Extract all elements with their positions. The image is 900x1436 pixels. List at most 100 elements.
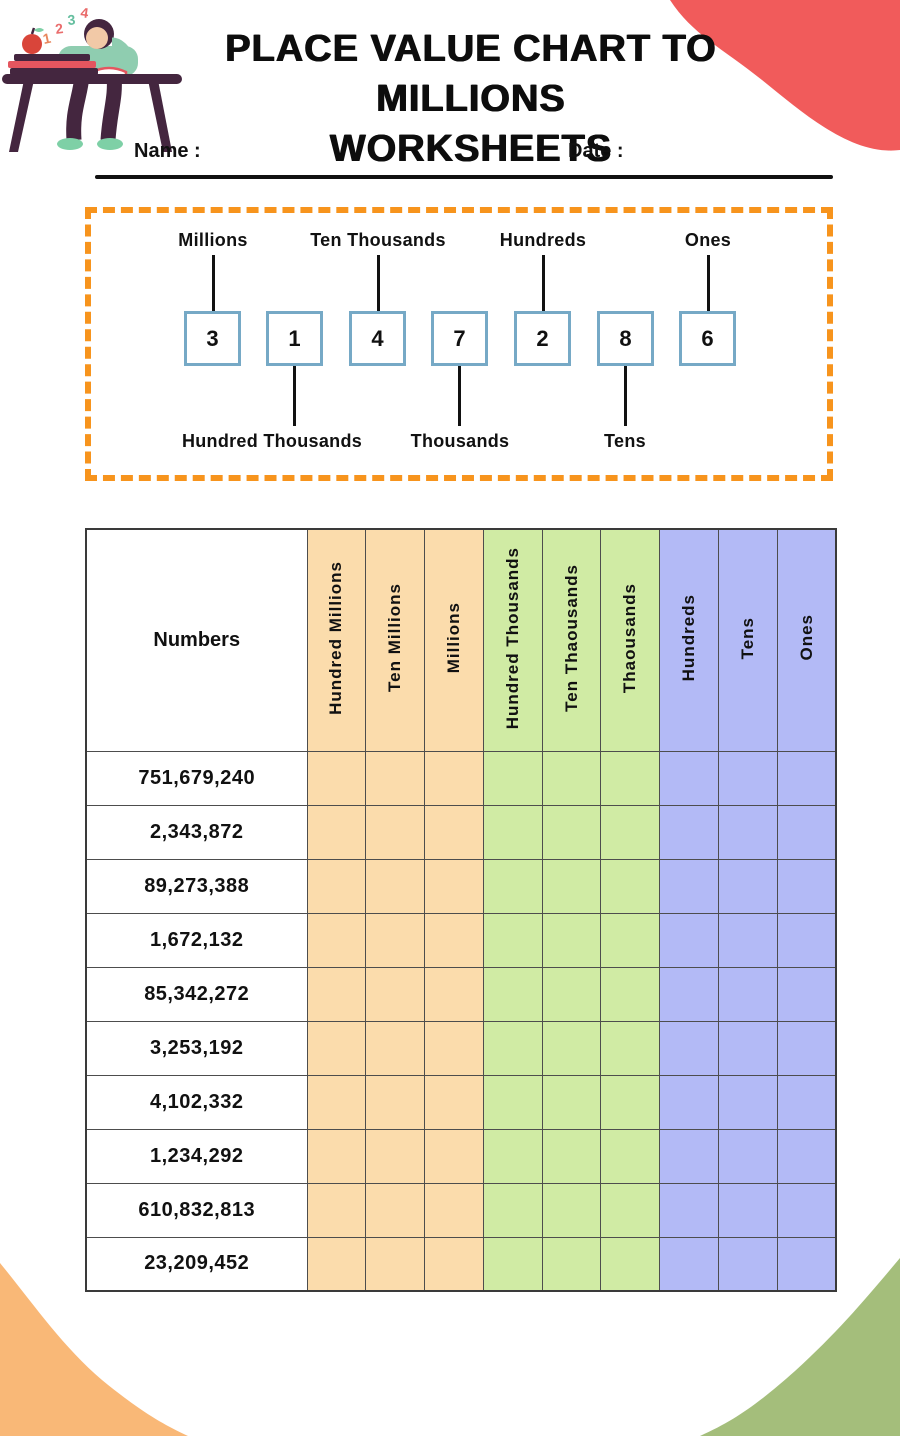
answer-cell — [718, 1236, 778, 1292]
number-cell: 751,679,240 — [85, 750, 308, 806]
desk-top — [2, 74, 182, 84]
connector-line — [293, 366, 296, 426]
column-header-hundreds: Hundreds — [659, 528, 720, 752]
answer-cell — [718, 912, 778, 968]
student-leg — [66, 75, 90, 141]
answer-cell — [541, 1020, 602, 1076]
answer-cell — [306, 1182, 367, 1238]
place-value-table: Numbers Hundred Millions Ten Millions Mi… — [85, 528, 838, 1292]
floating-number-2: 2 — [54, 20, 64, 37]
answer-cell — [306, 750, 367, 806]
column-header-ones: Ones — [776, 528, 837, 752]
answer-cell — [424, 1074, 484, 1130]
answer-cell — [482, 966, 543, 1022]
answer-cell — [424, 1128, 484, 1184]
answer-cell — [659, 804, 720, 860]
answer-cell — [718, 858, 778, 914]
answer-cell — [541, 804, 602, 860]
answer-cell — [306, 966, 367, 1022]
answer-cell — [482, 1236, 543, 1292]
answer-cell — [541, 912, 602, 968]
name-label: Name : — [134, 140, 201, 162]
column-header-hundred-thousands: Hundred Thousands — [482, 528, 543, 752]
answer-cell — [306, 1236, 367, 1292]
table-row: 3,253,192 — [85, 1020, 837, 1076]
answer-cell — [365, 858, 426, 914]
student-hair-fringe — [99, 21, 114, 42]
column-header-numbers: Numbers — [85, 528, 308, 752]
answer-cell — [718, 966, 778, 1022]
answer-cell — [482, 804, 543, 860]
answer-cell — [541, 1074, 602, 1130]
number-cell: 89,273,388 — [85, 858, 308, 914]
answer-cell — [541, 858, 602, 914]
book — [8, 61, 96, 68]
column-header-ten-thousands: Ten Thaousands — [541, 528, 602, 752]
number-cell: 1,672,132 — [85, 912, 308, 968]
number-cell: 3,253,192 — [85, 1020, 308, 1076]
digit-box-ones: 6 — [679, 311, 736, 366]
answer-cell — [659, 750, 720, 806]
table-row: 610,832,813 — [85, 1182, 837, 1238]
top-right-blob — [670, 0, 900, 151]
answer-cell — [659, 1236, 720, 1292]
answer-cell — [776, 750, 837, 806]
answer-cell — [718, 1128, 778, 1184]
answer-cell — [541, 1182, 602, 1238]
answer-cell — [306, 1074, 367, 1130]
answer-cell — [306, 1128, 367, 1184]
answer-cell — [365, 1020, 426, 1076]
label-millions: Millions — [178, 230, 248, 250]
table-header-row: Numbers Hundred Millions Ten Millions Mi… — [85, 528, 837, 752]
answer-cell — [424, 1182, 484, 1238]
student-illustration: 1 2 3 4 — [2, 4, 182, 152]
student-arm — [111, 37, 133, 61]
answer-cell — [482, 1182, 543, 1238]
apple-stem — [30, 27, 36, 35]
answer-cell — [718, 750, 778, 806]
bottom-left-blob — [0, 1263, 188, 1436]
student-shoe — [97, 138, 123, 150]
number-cell: 23,209,452 — [85, 1236, 308, 1292]
answer-cell — [365, 750, 426, 806]
answer-cell — [482, 1020, 543, 1076]
digit-box-millions: 3 — [184, 311, 241, 366]
digit-box-thousands: 7 — [431, 311, 488, 366]
answer-cell — [659, 1020, 720, 1076]
book — [14, 54, 90, 61]
book — [10, 68, 98, 75]
answer-cell — [659, 912, 720, 968]
header-rule — [95, 175, 833, 179]
answer-cell — [600, 858, 661, 914]
student-face — [86, 27, 108, 49]
answer-cell — [365, 1236, 426, 1292]
table-row: 2,343,872 — [85, 804, 837, 860]
answer-cell — [424, 858, 484, 914]
connector-line — [541, 255, 545, 311]
table-row: 1,234,292 — [85, 1128, 837, 1184]
answer-cell — [424, 1020, 484, 1076]
digit-box-hundreds: 2 — [514, 311, 571, 366]
table-row: 751,679,240 — [85, 750, 837, 806]
answer-cell — [306, 1020, 367, 1076]
connector-line — [706, 255, 710, 311]
title-line2: WORKSHEETS — [329, 128, 613, 171]
column-header-thousands: Thaousands — [600, 528, 661, 752]
answer-cell — [482, 1128, 543, 1184]
answer-cell — [718, 1020, 778, 1076]
answer-cell — [776, 1020, 837, 1076]
student-shoe — [57, 138, 83, 150]
answer-cell — [306, 912, 367, 968]
column-header-ten-millions: Ten Millions — [365, 528, 426, 752]
label-hundreds: Hundreds — [499, 230, 587, 250]
answer-cell — [600, 1236, 661, 1292]
answer-cell — [365, 912, 426, 968]
table-row: 85,342,272 — [85, 966, 837, 1022]
answer-cell — [600, 1182, 661, 1238]
answer-cell — [659, 966, 720, 1022]
connector-line — [458, 366, 461, 426]
desk-leg — [9, 80, 34, 152]
floating-number-4: 4 — [80, 4, 90, 21]
